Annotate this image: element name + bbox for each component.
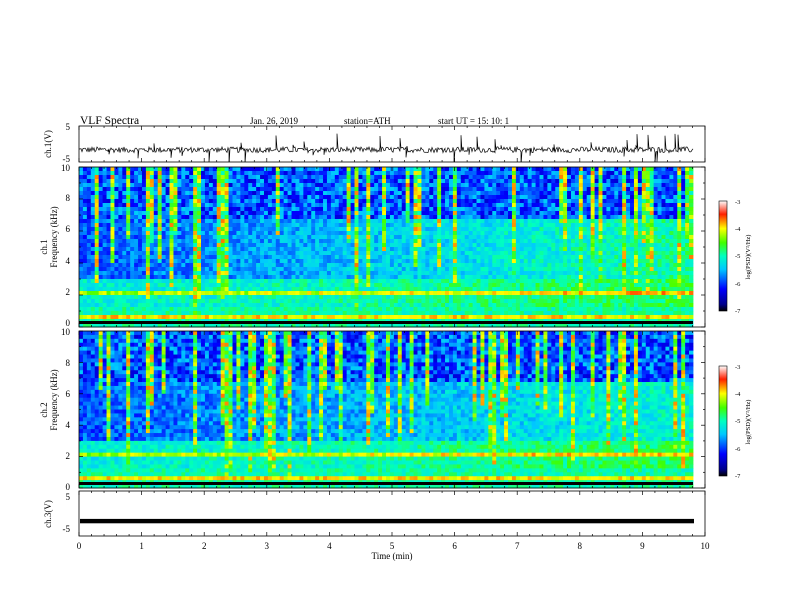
ch1-ylabel: ch.1(V) — [43, 130, 53, 158]
time-tick-label: 5 — [390, 541, 395, 551]
header-start-time: start UT = 15: 10: 1 — [438, 116, 509, 126]
ch2-spec-ylabel-channel: ch.2 — [39, 402, 49, 417]
ch1-spec-ylabel-frequency: Frequency (kHz) — [49, 206, 59, 267]
ch1-spec-ytick-0: 0 — [66, 318, 71, 328]
figure-title: VLF Spectra — [80, 115, 139, 127]
ch1-waveform-frame — [78, 125, 706, 163]
ch1-cb-tick-m7: -7 — [735, 308, 741, 315]
ch1-cb-tick-m4: -4 — [735, 226, 741, 233]
ch1-spec-ytick-4: 4 — [66, 256, 71, 266]
ch1-colorbar — [718, 200, 728, 312]
ch2-spectrogram-image — [79, 331, 694, 489]
time-axis-tick-labels: 0 1 2 3 4 5 6 7 8 9 10 — [77, 541, 710, 551]
ch1-spec-ytick-2: 2 — [66, 287, 71, 297]
ch2-spec-ytick-2: 2 — [66, 451, 71, 461]
ch1-spec-ylabel-channel: ch.1 — [39, 239, 49, 254]
ch2-colorbar-label: log(PSD)(V²/Hz) — [745, 400, 752, 445]
ch2-cb-tick-m3: -3 — [735, 364, 740, 371]
time-axis-label: Time (min) — [372, 551, 413, 561]
ch3-waveform-trace — [80, 518, 694, 524]
ch1-colorbar-label: log(PSD)(V²/Hz) — [745, 235, 752, 280]
time-tick-label: 7 — [515, 541, 520, 551]
ch1-waveform-trace — [79, 133, 694, 162]
ch2-spectrogram-panel: 0 2 4 6 8 10 ch.2 Frequency (kHz) -3 -4 … — [39, 327, 752, 492]
ch1-spectrogram-panel: 0 2 4 6 8 10 ch.1 Frequency (kHz) -3 -4 … — [39, 163, 752, 328]
ch1-trace-line — [79, 133, 694, 162]
time-tick-label: 0 — [77, 541, 82, 551]
ch2-cb-tick-m6: -6 — [735, 446, 741, 453]
ch1-cb-tick-m5: -5 — [735, 253, 740, 260]
time-tick-label: 3 — [265, 541, 270, 551]
ch1-ytick-top: 5 — [66, 122, 71, 132]
ch2-colorbar — [718, 365, 728, 477]
ch1-spec-ytick-6: 6 — [66, 224, 71, 234]
ch2-spec-ytick-4: 4 — [66, 420, 71, 430]
ch3-waveform-frame — [78, 490, 706, 537]
axis-tick-marks — [78, 126, 706, 536]
ch3-ylabel: ch.3(V) — [43, 500, 53, 528]
ch2-spec-ytick-8: 8 — [66, 358, 71, 368]
time-tick-label: 4 — [327, 541, 332, 551]
ch3-trace-line — [80, 518, 694, 524]
time-tick-label: 2 — [202, 541, 207, 551]
ch2-spec-ytick-10: 10 — [61, 327, 71, 337]
ch2-cb-tick-m4: -4 — [735, 391, 741, 398]
header-station: station=ATH — [344, 116, 391, 126]
time-tick-label: 10 — [701, 541, 711, 551]
time-tick-label: 8 — [578, 541, 583, 551]
ch2-cb-tick-m7: -7 — [735, 473, 741, 480]
ch2-spec-ytick-6: 6 — [66, 389, 71, 399]
ch1-spec-ytick-8: 8 — [66, 193, 71, 203]
ch1-waveform-panel: 5 -5 ch.1(V) — [43, 122, 706, 164]
ch1-cb-tick-m6: -6 — [735, 281, 741, 288]
ch1-spectrogram-image — [79, 167, 694, 328]
time-tick-label: 6 — [452, 541, 457, 551]
ch2-cb-tick-m5: -5 — [735, 418, 740, 425]
header-date: Jan. 26, 2019 — [250, 116, 298, 126]
ch3-ytick-bottom: -5 — [63, 524, 71, 534]
time-tick-label: 1 — [139, 541, 144, 551]
ch2-spec-ylabel-frequency: Frequency (kHz) — [49, 369, 59, 430]
ch1-spec-ytick-10: 10 — [61, 163, 71, 173]
ch1-ytick-bottom: -5 — [63, 154, 71, 164]
ch2-spec-ytick-0: 0 — [66, 482, 71, 492]
ch1-cb-tick-m3: -3 — [735, 199, 740, 206]
time-tick-label: 9 — [640, 541, 645, 551]
ch3-waveform-panel: 5 -5 ch.3(V) 0 1 2 3 4 5 6 7 8 9 10 Time (min) — [43, 490, 710, 561]
ch3-ytick-top: 5 — [66, 492, 71, 502]
